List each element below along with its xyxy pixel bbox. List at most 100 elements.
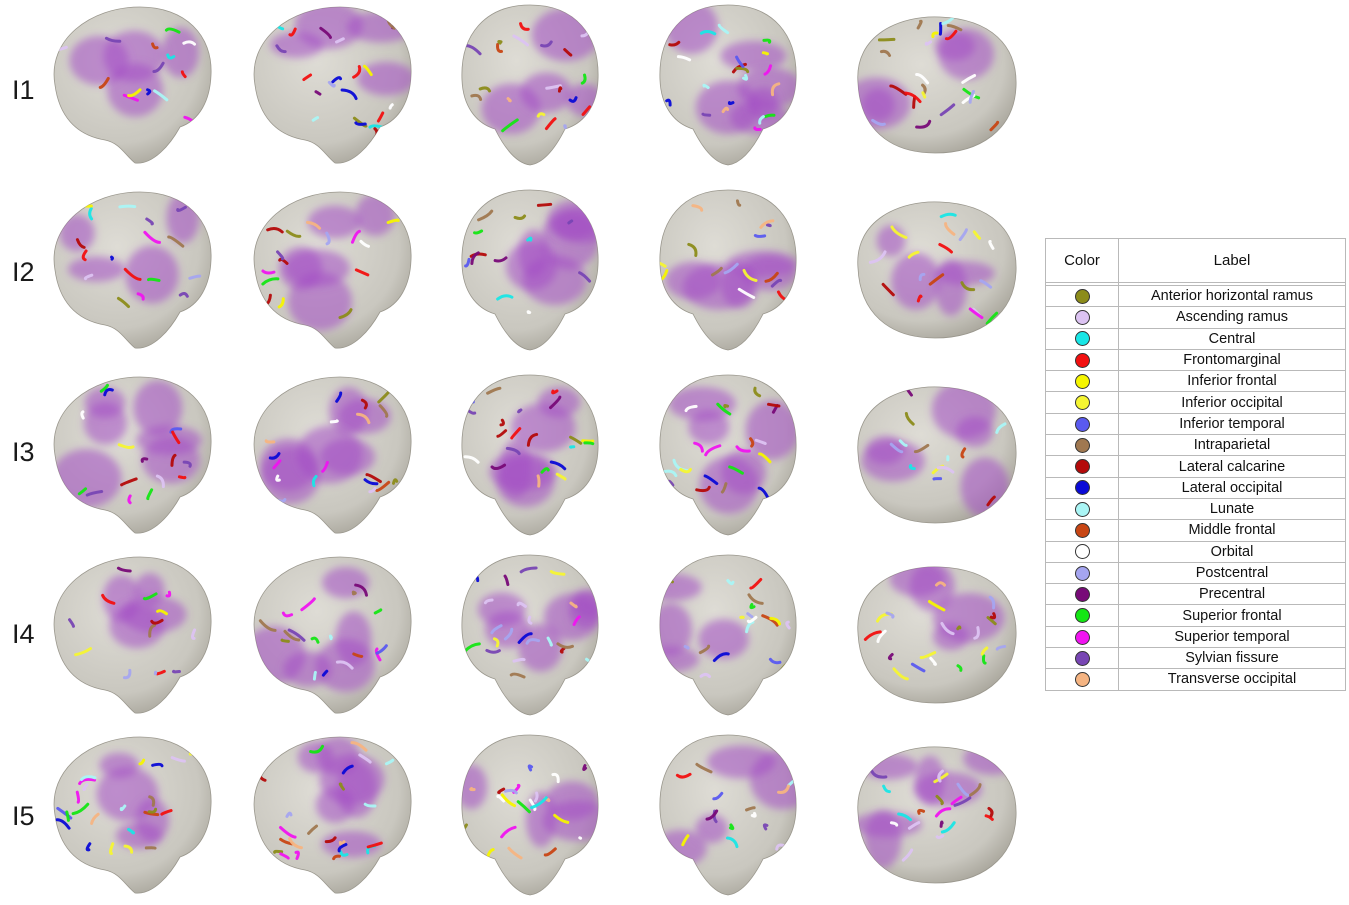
brain-render-posterior [659,4,797,166]
legend-color-cell [1045,284,1119,308]
brain-render-superior [857,566,1017,704]
legend-row: Superior frontal [1045,604,1346,627]
legend-row: Lateral calcarine [1045,455,1346,478]
brain-render-grid: I1 I2 I3 I4 I5 [12,4,1017,896]
legend-row: Sylvian fissure [1045,647,1346,670]
legend-label-cell: Ascending ramus [1118,306,1346,329]
brain-render-superior [857,16,1017,154]
legend-label-cell: Transverse occipital [1118,668,1346,691]
color-swatch [1074,650,1090,666]
row-label-i4: I4 [12,619,35,649]
legend-row: Frontomarginal [1045,348,1346,372]
color-swatch [1074,416,1090,432]
brain-render-right-oblique [253,556,412,714]
brain-render-posterior [659,189,797,351]
legend-color-cell [1045,434,1119,457]
legend-row: Inferior occipital [1045,391,1346,414]
legend-color-cell [1045,455,1119,478]
legend-row: Precentral [1045,583,1346,606]
legend-row: Anterior horizontal ramus [1045,284,1346,308]
brain-render-left-lateral [53,556,212,714]
legend-header-label: Label [1118,238,1346,283]
brain-render-posterior [659,374,797,536]
color-swatch [1074,374,1090,389]
legend-label-cell: Orbital [1118,540,1346,563]
row-label-i2: I2 [12,257,35,287]
legend-label-cell: Superior frontal [1118,604,1346,627]
row-label-i1: I1 [12,75,35,105]
legend-row: Lateral occipital [1045,476,1346,499]
legend-label-cell: Inferior temporal [1118,412,1346,436]
brain-render-right-oblique [253,191,412,349]
legend-label-cell: Central [1118,327,1346,350]
brain-render-left-lateral [53,736,212,894]
legend-color-cell [1045,497,1119,521]
legend-color-cell [1045,540,1119,563]
legend-label-cell: Lunate [1118,497,1346,521]
legend-label-cell: Inferior frontal [1118,370,1346,393]
brain-render-posterior [659,734,797,896]
brain-render-posterior [659,554,797,716]
brain-render-left-lateral [53,6,212,164]
legend-color-cell [1045,625,1119,649]
legend-row: Inferior temporal [1045,412,1346,436]
legend-row: Intraparietal [1045,434,1346,457]
color-swatch [1074,501,1090,517]
legend-row: Ascending ramus [1045,306,1346,329]
brain-render-anterior [461,734,599,896]
color-swatch [1074,523,1090,539]
color-swatch [1074,629,1090,645]
legend-color-cell [1045,306,1119,329]
sulci-legend-table: Color Label Anterior horizontal ramus Asc… [1045,238,1346,691]
brain-render-superior [857,746,1017,884]
legend-label-cell: Lateral calcarine [1118,455,1346,478]
legend-label-cell: Precentral [1118,583,1346,606]
legend-row: Middle frontal [1045,519,1346,542]
legend-color-cell [1045,583,1119,606]
legend-label-cell: Inferior occipital [1118,391,1346,414]
color-swatch [1074,672,1090,688]
brain-render-right-oblique [253,6,412,164]
legend-label-cell: Lateral occipital [1118,476,1346,499]
color-swatch [1074,352,1090,368]
legend-header-color: Color [1045,238,1119,283]
legend-color-cell [1045,476,1119,499]
legend-color-cell [1045,668,1119,691]
legend-color-cell [1045,519,1119,542]
legend-label-cell: Postcentral [1118,561,1346,585]
color-swatch [1074,586,1090,602]
legend-label-cell: Middle frontal [1118,519,1346,542]
color-swatch [1074,544,1090,560]
legend-row: Transverse occipital [1045,668,1346,691]
color-swatch [1074,459,1090,475]
brain-render-right-oblique [253,736,412,894]
brain-render-superior [857,201,1017,339]
legend-label-cell: Superior temporal [1118,625,1346,649]
brain-render-right-oblique [253,376,412,534]
legend-row: Inferior frontal [1045,370,1346,393]
brain-render-superior [857,386,1017,524]
legend-color-cell [1045,370,1119,393]
legend-color-cell [1045,604,1119,627]
legend-row: Postcentral [1045,561,1346,585]
legend-color-cell [1045,647,1119,670]
legend-header-row: Color Label [1045,238,1346,283]
legend-color-cell [1045,327,1119,350]
legend-label-cell: Sylvian fissure [1118,647,1346,670]
brain-render-anterior [461,4,599,166]
legend-label-cell: Frontomarginal [1118,348,1346,372]
legend-color-cell [1045,391,1119,414]
legend-row: Superior temporal [1045,625,1346,649]
color-swatch [1074,565,1090,581]
legend-label-cell: Intraparietal [1118,434,1346,457]
color-swatch [1074,608,1090,624]
legend-color-cell [1045,561,1119,585]
brain-render-left-lateral [53,376,212,534]
legend-row: Orbital [1045,540,1346,563]
brain-render-anterior [461,374,599,536]
row-label-i3: I3 [12,437,35,467]
color-swatch [1074,437,1090,453]
legend-color-cell [1045,412,1119,436]
legend-row: Lunate [1045,497,1346,521]
color-swatch [1074,395,1090,411]
